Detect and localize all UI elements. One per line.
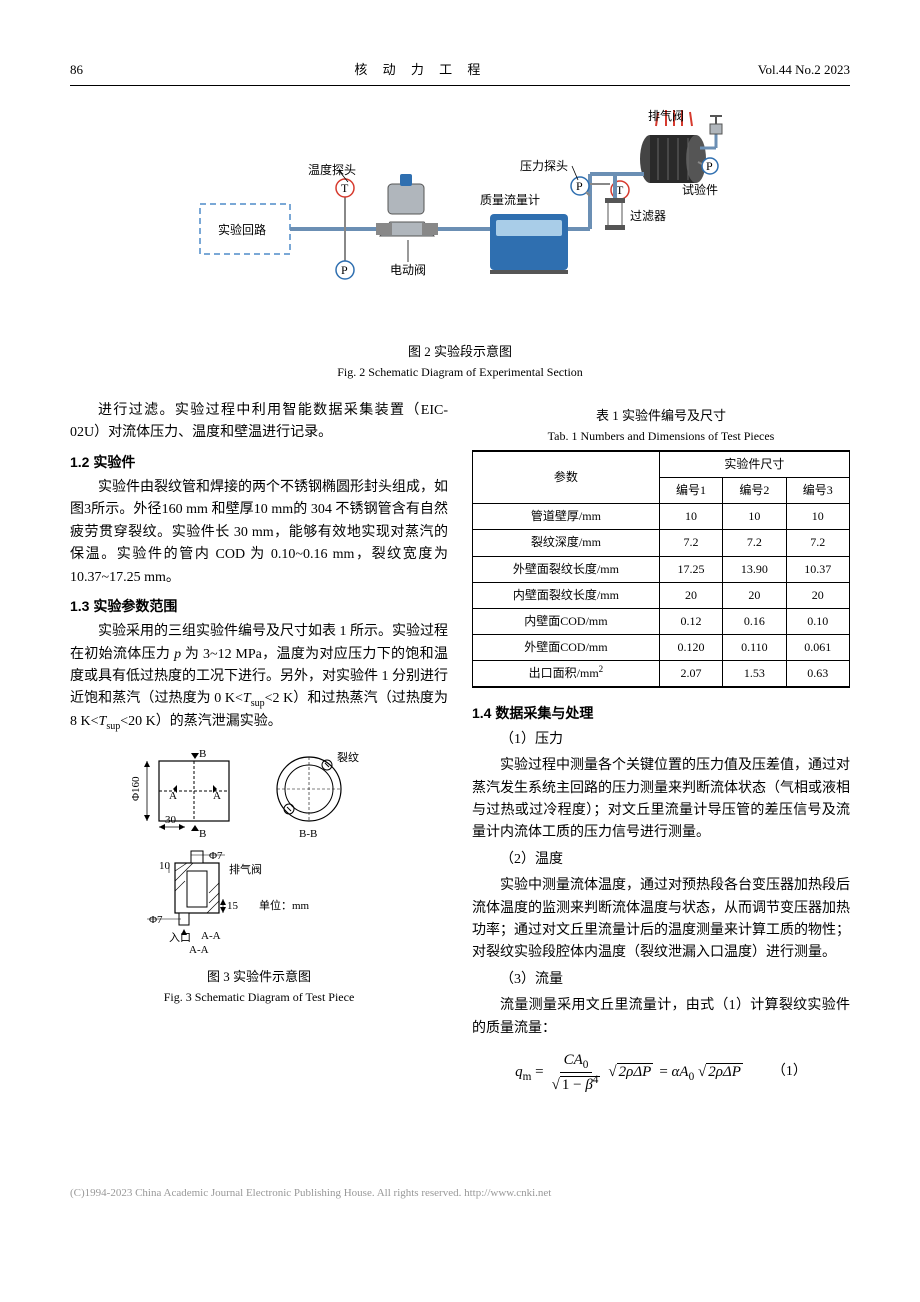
section-1-4-p3: 流量测量采用文丘里流量计，由式（1）计算裂纹实验件的质量流量： [472,995,850,1040]
svg-text:Φ160: Φ160 [130,776,142,801]
table-1: 参数 实验件尺寸 编号1 编号2 编号3 管道壁厚/mm101010 裂纹深度/… [472,450,850,689]
table-header-param: 参数 [473,451,660,504]
equation-1-number: （1） [767,1061,807,1083]
table-col-3: 编号3 [786,477,849,503]
table-col-1: 编号1 [659,477,722,503]
pressure-probe-label: 压力探头 [520,159,568,173]
left-top-para: 进行过滤。实验过程中利用智能数据采集装置（EIC-02U）对流体压力、温度和壁温… [70,400,448,445]
svg-text:B: B [199,828,206,840]
section-1-3-para: 实验采用的三组实验件编号及尺寸如表 1 所示。实验过程在初始流体压力 p 为 3… [70,621,448,733]
figure-2-caption-cn: 图 2 实验段示意图 [70,342,850,363]
figure-3-caption-cn: 图 3 实验件示意图 [70,967,448,988]
page-footer: (C)1994-2023 China Academic Journal Elec… [0,1185,920,1217]
test-piece-label: 试验件 [682,182,718,197]
motor-valve-label: 电动阀 [390,263,426,277]
mass-flowmeter-icon [490,214,568,274]
table-1-caption-cn: 表 1 实验件编号及尺寸 [472,406,850,427]
svg-text:A-A: A-A [201,930,221,942]
table-row: 管道壁厚/mm101010 [473,504,850,530]
table-row: 外壁面COD/mm0.1200.1100.061 [473,635,850,661]
section-1-2-title: 1.2 实验件 [70,451,448,473]
table-row: 内壁面裂纹长度/mm202020 [473,582,850,608]
t-marker-2: T [616,183,624,197]
mass-flowmeter-label: 质量流量计 [480,193,540,207]
p-marker-2: P [576,179,583,193]
svg-text:排气阀: 排气阀 [229,862,262,876]
svg-text:裂纹: 裂纹 [337,750,359,764]
svg-text:入口: 入口 [169,932,191,944]
filter-label: 过滤器 [630,209,666,223]
table-row: 出口面积/mm2 2.071.530.63 [473,661,850,688]
svg-text:单位：mm: 单位：mm [259,898,310,912]
section-1-4-p1: 实验过程中测量各个关键位置的压力值及压差值，通过对蒸汽发生系统主回路的压力测量来… [472,755,850,845]
figure-3: Φ160 30 A A B B [70,743,448,1007]
left-column: 进行过滤。实验过程中利用智能数据采集装置（EIC-02U）对流体压力、温度和壁温… [70,400,448,1105]
right-column: 表 1 实验件编号及尺寸 Tab. 1 Numbers and Dimensio… [472,400,850,1105]
figure-2: 实验回路 T 温度探头 P [70,104,850,382]
section-1-4-h3: （3）流量 [472,969,850,991]
table-col-2: 编号2 [723,477,786,503]
svg-text:Φ7: Φ7 [149,914,163,926]
figure-3-caption-en: Fig. 3 Schematic Diagram of Test Piece [70,988,448,1007]
table-row: 内壁面COD/mm0.120.160.10 [473,608,850,634]
temp-marker-T: T [341,181,349,195]
svg-text:15: 15 [227,900,239,912]
test-piece-icon [640,135,706,183]
exhaust-valve-label: 排气阀 [648,108,684,123]
page-number: 86 [70,60,83,81]
motor-valve-icon [376,174,438,236]
figure-2-caption-en: Fig. 2 Schematic Diagram of Experimental… [70,363,850,382]
temp-probe-label: 温度探头 [308,162,356,177]
section-1-2-para: 实验件由裂纹管和焊接的两个不锈钢椭圆形封头组成，如图3所示。外径160 mm 和… [70,477,448,589]
table-header-group: 实验件尺寸 [659,451,849,478]
equation-1: qm = CA0 √1 − β4 √2ρΔP = αA0 √2ρΔP （1） [472,1048,850,1097]
loop-label: 实验回路 [218,222,266,237]
table-row: 裂纹深度/mm7.27.27.2 [473,530,850,556]
filter-icon [605,198,625,230]
section-1-4-title: 1.4 数据采集与处理 [472,702,850,724]
table-1-caption-en: Tab. 1 Numbers and Dimensions of Test Pi… [472,427,850,446]
svg-text:Φ7: Φ7 [209,850,223,862]
p-marker-1: P [341,263,348,277]
p-marker-3: P [706,159,713,173]
issue-info: Vol.44 No.2 2023 [758,60,850,81]
section-1-4-p2: 实验中测量流体温度，通过对预热段各台变压器加热段后流体温度的监测来判断流体温度与… [472,875,850,965]
table-row: 外壁面裂纹长度/mm17.2513.9010.37 [473,556,850,582]
page-header: 86 核 动 力 工 程 Vol.44 No.2 2023 [70,60,850,86]
figure-3-graphic: Φ160 30 A A B B [129,743,389,963]
svg-text:A-A: A-A [189,944,209,956]
journal-title: 核 动 力 工 程 [354,60,486,81]
figure-2-graphic: 实验回路 T 温度探头 P [190,104,730,334]
section-1-4-h2: （2）温度 [472,849,850,871]
svg-text:B: B [199,748,206,760]
section-1-3-title: 1.3 实验参数范围 [70,595,448,617]
svg-text:B-B: B-B [299,828,317,840]
svg-text:30: 30 [165,814,177,826]
section-1-4-h1: （1）压力 [472,729,850,751]
